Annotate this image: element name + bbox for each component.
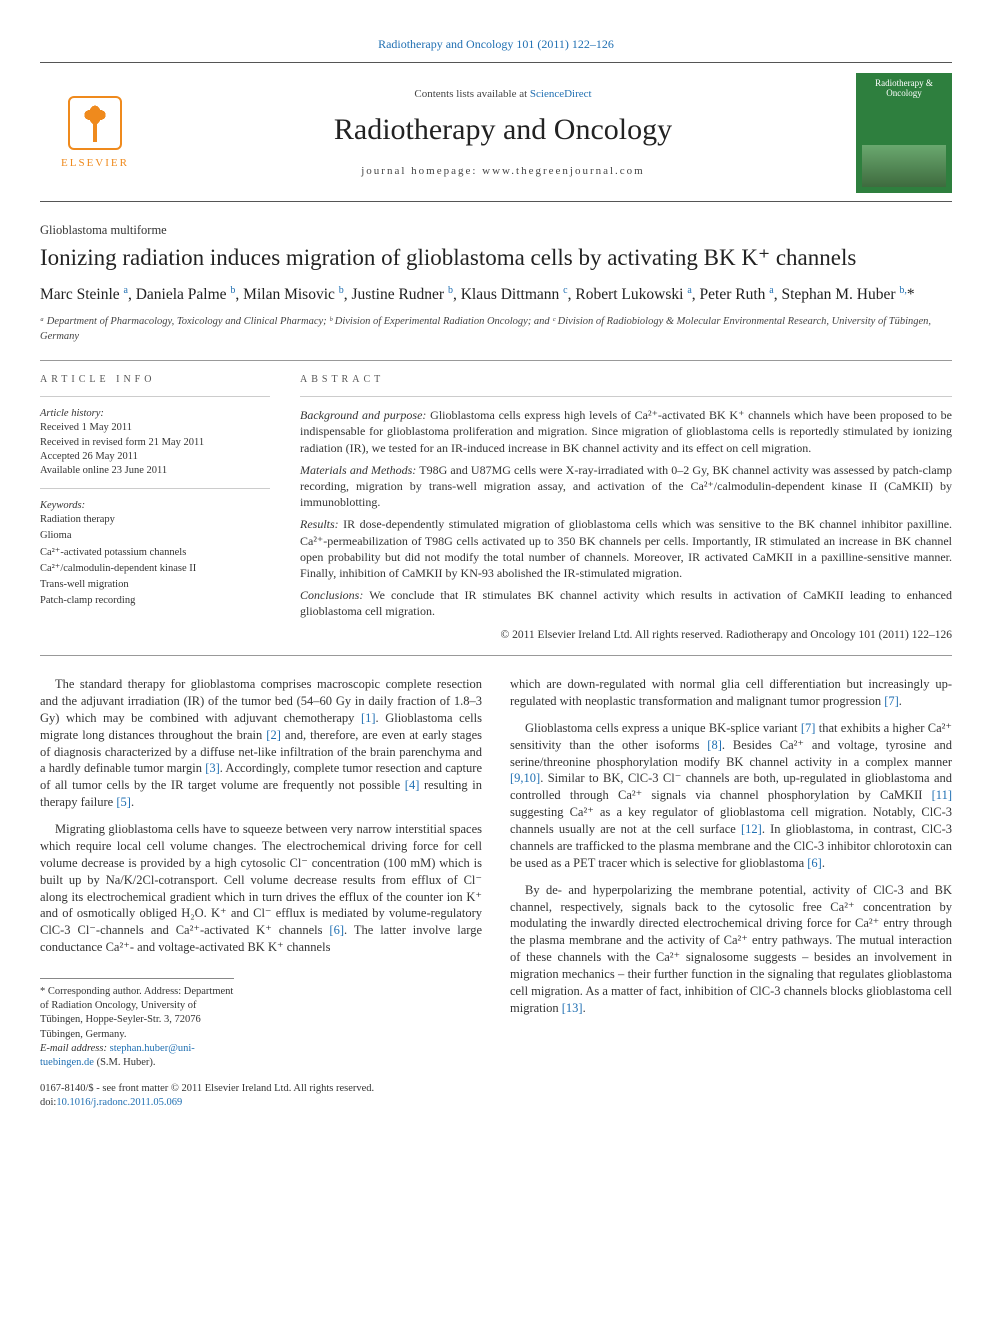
corresponding-email: E-mail address: stephan.huber@uni-tuebin… bbox=[40, 1042, 234, 1070]
ref-citation[interactable]: [4] bbox=[405, 778, 420, 792]
keyword-item: Trans-well migration bbox=[40, 578, 270, 592]
abs-mm-head: Materials and Methods: bbox=[300, 463, 416, 477]
ref-citation[interactable]: [1] bbox=[361, 711, 376, 725]
ref-citation[interactable]: [12] bbox=[741, 822, 762, 836]
ref-citation[interactable]: [3] bbox=[205, 761, 220, 775]
history-online: Available online 23 June 2011 bbox=[40, 464, 270, 478]
keyword-item: Patch-clamp recording bbox=[40, 594, 270, 608]
abs-bp-head: Background and purpose: bbox=[300, 408, 426, 422]
contents-line: Contents lists available at ScienceDirec… bbox=[150, 87, 856, 102]
article-info-heading: article info bbox=[40, 373, 270, 387]
ref-citation[interactable]: [9,10] bbox=[510, 771, 540, 785]
authors-line: Marc Steinle a, Daniela Palme b, Milan M… bbox=[40, 285, 952, 306]
ref-citation[interactable]: [2] bbox=[266, 728, 281, 742]
abstract-text: Background and purpose: Glioblastoma cel… bbox=[300, 407, 952, 643]
cover-image-icon bbox=[862, 145, 946, 187]
body-p2: Migrating glioblastoma cells have to squ… bbox=[40, 821, 482, 956]
homepage-url[interactable]: www.thegreenjournal.com bbox=[482, 165, 645, 177]
abstract-copyright: © 2011 Elsevier Ireland Ltd. All rights … bbox=[300, 628, 952, 644]
history-received: Received 1 May 2011 bbox=[40, 421, 270, 435]
email-label: E-mail address: bbox=[40, 1043, 107, 1054]
ref-citation[interactable]: [5] bbox=[116, 795, 131, 809]
body-p3: which are down-regulated with normal gli… bbox=[510, 676, 952, 710]
keyword-item: Radiation therapy bbox=[40, 513, 270, 527]
abs-con: We conclude that IR stimulates BK channe… bbox=[300, 588, 952, 618]
body-p1: The standard therapy for glioblastoma co… bbox=[40, 676, 482, 811]
ref-citation[interactable]: [11] bbox=[932, 788, 952, 802]
journal-homepage: journal homepage: www.thegreenjournal.co… bbox=[150, 164, 856, 179]
history-revised: Received in revised form 21 May 2011 bbox=[40, 436, 270, 450]
elsevier-tree-icon bbox=[68, 96, 122, 150]
keywords-list: Radiation therapy Glioma Ca²⁺-activated po… bbox=[40, 513, 270, 608]
doi-front-matter: 0167-8140/$ - see front matter © 2011 El… bbox=[40, 1082, 952, 1110]
corresponding-author: * Corresponding author. Address: Departm… bbox=[40, 985, 234, 1042]
article-title: Ionizing radiation induces migration of … bbox=[40, 243, 952, 272]
contents-line-pre: Contents lists available at bbox=[414, 88, 529, 100]
homepage-pre: journal homepage: bbox=[361, 165, 482, 177]
abstract-heading: abstract bbox=[300, 373, 952, 387]
masthead-center: Contents lists available at ScienceDirec… bbox=[150, 87, 856, 179]
article-section-label: Glioblastoma multiforme bbox=[40, 222, 952, 239]
masthead: ELSEVIER Contents lists available at Sci… bbox=[40, 62, 952, 202]
keywords-label: Keywords: bbox=[40, 499, 270, 513]
abs-con-head: Conclusions: bbox=[300, 588, 363, 602]
ref-citation[interactable]: [6] bbox=[329, 923, 344, 937]
corr-label: * Corresponding author. bbox=[40, 986, 142, 997]
doi-label: doi: bbox=[40, 1097, 56, 1108]
ref-citation[interactable]: [13] bbox=[562, 1001, 583, 1015]
ref-citation[interactable]: [8] bbox=[707, 738, 722, 752]
ref-citation[interactable]: [7] bbox=[801, 721, 816, 735]
sciencedirect-link[interactable]: ScienceDirect bbox=[530, 88, 592, 100]
ref-citation[interactable]: [7] bbox=[884, 694, 899, 708]
doi-link[interactable]: 10.1016/j.radonc.2011.05.069 bbox=[56, 1097, 182, 1108]
keyword-item: Glioma bbox=[40, 529, 270, 543]
body-p4: Glioblastoma cells express a unique BK-s… bbox=[510, 720, 952, 872]
keyword-item: Ca²⁺/calmodulin-dependent kinase II bbox=[40, 562, 270, 576]
history-accepted: Accepted 26 May 2011 bbox=[40, 450, 270, 464]
cover-title: Radiotherapy & Oncology bbox=[862, 79, 946, 99]
email-suffix: (S.M. Huber). bbox=[97, 1057, 156, 1068]
abstract-block: abstract Background and purpose: Gliobla… bbox=[300, 361, 952, 655]
footnotes-block: * Corresponding author. Address: Departm… bbox=[40, 978, 234, 1070]
journal-reference: Radiotherapy and Oncology 101 (2011) 122… bbox=[40, 36, 952, 52]
journal-title: Radiotherapy and Oncology bbox=[150, 110, 856, 151]
history-label: Article history: bbox=[40, 407, 270, 421]
publisher-name: ELSEVIER bbox=[61, 156, 129, 171]
article-info-left: article info Article history: Received 1… bbox=[40, 361, 270, 655]
journal-cover-thumb: Radiotherapy & Oncology bbox=[856, 73, 952, 193]
body-p5: By de- and hyperpolarizing the membrane … bbox=[510, 882, 952, 1017]
publisher-logo: ELSEVIER bbox=[40, 83, 150, 183]
journal-ref-link[interactable]: Radiotherapy and Oncology 101 (2011) 122… bbox=[378, 37, 614, 51]
article-body: The standard therapy for glioblastoma co… bbox=[40, 676, 952, 1070]
keyword-item: Ca²⁺-activated potassium channels bbox=[40, 546, 270, 560]
article-info-block: article info Article history: Received 1… bbox=[40, 360, 952, 656]
affiliations: ᵃ Department of Pharmacology, Toxicology… bbox=[40, 315, 952, 343]
front-matter-line: 0167-8140/$ - see front matter © 2011 El… bbox=[40, 1082, 587, 1096]
ref-citation[interactable]: [6] bbox=[807, 856, 822, 870]
abs-res-head: Results: bbox=[300, 517, 339, 531]
abs-res: IR dose-dependently stimulated migration… bbox=[300, 517, 952, 580]
